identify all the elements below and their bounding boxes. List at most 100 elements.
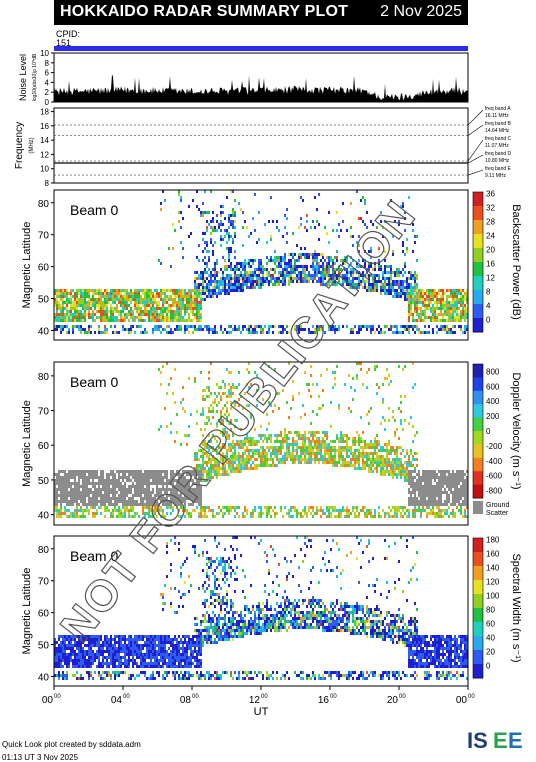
- heatmap-cell: [114, 488, 116, 491]
- heatmap-cell: [412, 488, 414, 491]
- heatmap-cell: [304, 265, 306, 268]
- heatmap-cell: [312, 280, 314, 283]
- heatmap-cell: [202, 410, 204, 413]
- heatmap-cell: [82, 301, 84, 304]
- heatmap-cell: [260, 506, 262, 509]
- heatmap-cell: [338, 235, 340, 238]
- heatmap-cell: [310, 434, 312, 437]
- heatmap-cell: [86, 307, 88, 310]
- heatmap-cell: [272, 274, 274, 277]
- heatmap-cell: [158, 295, 160, 298]
- heatmap-cell: [250, 449, 252, 452]
- heatmap-cell: [336, 365, 338, 368]
- heatmap-cell: [128, 485, 130, 488]
- heatmap-cell: [312, 431, 314, 434]
- heatmap-cell: [266, 280, 268, 283]
- heatmap-cell: [114, 316, 116, 319]
- heatmap-cell: [106, 500, 108, 503]
- heatmap-cell: [364, 515, 366, 518]
- heatmap-cell: [340, 515, 342, 518]
- heatmap-cell: [430, 494, 432, 497]
- heatmap-cell: [454, 301, 456, 304]
- heatmap-cell: [232, 283, 234, 286]
- heatmap-cell: [68, 310, 70, 313]
- heatmap-cell: [328, 461, 330, 464]
- heatmap-cell: [236, 280, 238, 283]
- heatmap-cell: [436, 512, 438, 515]
- heatmap-cell: [364, 202, 366, 205]
- heatmap-cell: [188, 307, 190, 310]
- heatmap-cell: [278, 434, 280, 437]
- heatmap-cell: [366, 211, 368, 214]
- heatmap-cell: [244, 265, 246, 268]
- heatmap-cell: [74, 515, 76, 518]
- heatmap-cell: [394, 292, 396, 295]
- heatmap-cell: [206, 220, 208, 223]
- heatmap-cell: [394, 452, 396, 455]
- heatmap-cell: [324, 259, 326, 262]
- heatmap-cell: [388, 328, 390, 331]
- heatmap-cell: [150, 292, 152, 295]
- heatmap-cell: [286, 455, 288, 458]
- heatmap-cell: [336, 437, 338, 440]
- heatmap-cell: [286, 241, 288, 244]
- heatmap-cell: [320, 265, 322, 268]
- heatmap-cell: [66, 488, 68, 491]
- heatmap-cell: [172, 289, 174, 292]
- heatmap-cell: [306, 461, 308, 464]
- heatmap-cell: [356, 461, 358, 464]
- heatmap-cell: [390, 271, 392, 274]
- heatmap-cell: [78, 289, 80, 292]
- heatmap-cell: [452, 304, 454, 307]
- heatmap-cell: [146, 307, 148, 310]
- heatmap-cell: [428, 479, 430, 482]
- heatmap-cell: [432, 497, 434, 500]
- heatmap-cell: [90, 491, 92, 494]
- heatmap-cell: [428, 503, 430, 506]
- heatmap-cell: [418, 479, 420, 482]
- heatmap-cell: [252, 259, 254, 262]
- heatmap-cell: [58, 307, 60, 310]
- heatmap-cell: [278, 440, 280, 443]
- heatmap-cell: [394, 509, 396, 512]
- heatmap-cell: [204, 509, 206, 512]
- heatmap-cell: [310, 446, 312, 449]
- heatmap-cell: [206, 416, 208, 419]
- heatmap-cell: [360, 452, 362, 455]
- heatmap-cell: [374, 440, 376, 443]
- heatmap-cell: [272, 446, 274, 449]
- heatmap-cell: [210, 232, 212, 235]
- heatmap-cell: [258, 268, 260, 271]
- heatmap-cell: [180, 196, 182, 199]
- heatmap-cell: [438, 313, 440, 316]
- heatmap-cell: [296, 244, 298, 247]
- heatmap-cell: [408, 325, 410, 328]
- heatmap-cell: [388, 286, 390, 289]
- heatmap-cell: [248, 259, 250, 262]
- heatmap-cell: [432, 500, 434, 503]
- heatmap-cell: [164, 289, 166, 292]
- heatmap-cell: [426, 331, 428, 334]
- heatmap-cell: [168, 298, 170, 301]
- heatmap-cell: [302, 452, 304, 455]
- heatmap-cell: [122, 476, 124, 479]
- heatmap-cell: [180, 301, 182, 304]
- heatmap-cell: [316, 256, 318, 259]
- heatmap-cell: [236, 506, 238, 509]
- heatmap-cell: [254, 328, 256, 331]
- heatmap-cell: [420, 494, 422, 497]
- heatmap-cell: [208, 509, 210, 512]
- heatmap-cell: [168, 331, 170, 334]
- heatmap-cell: [206, 386, 208, 389]
- heatmap-cell: [362, 509, 364, 512]
- heatmap-cell: [206, 277, 208, 280]
- heatmap-cell: [306, 452, 308, 455]
- heatmap-cell: [190, 307, 192, 310]
- heatmap-cell: [402, 274, 404, 277]
- heatmap-cell: [176, 319, 178, 322]
- heatmap-cell: [292, 265, 294, 268]
- heatmap-cell: [272, 509, 274, 512]
- heatmap-cell: [132, 319, 134, 322]
- heatmap-cell: [274, 268, 276, 271]
- heatmap-cell: [198, 328, 200, 331]
